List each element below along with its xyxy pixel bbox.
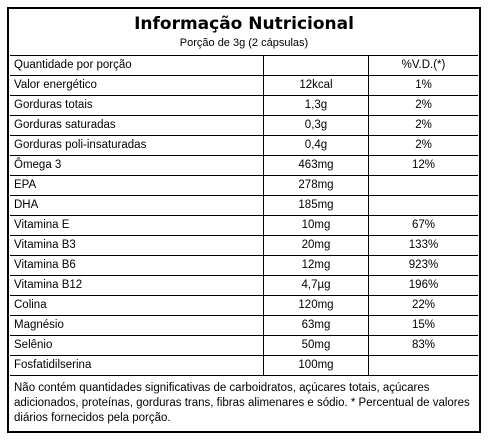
table-row: Ômega 3 463mg 12% <box>10 155 478 176</box>
header-quantity: Quantidade por porção <box>10 55 264 76</box>
table-row: Fosfatidilserina 100mg <box>10 355 478 376</box>
nutrient-name: Ômega 3 <box>10 155 264 176</box>
table-row: Gorduras saturadas 0,3g 2% <box>10 115 478 136</box>
serving-size: Porção de 3g (2 cápsulas) <box>179 37 309 49</box>
nutrient-daily-value <box>368 175 478 196</box>
header-daily-value: %V.D.(*) <box>368 55 478 76</box>
nutrient-daily-value: 2% <box>368 95 478 116</box>
nutrient-amount: 63mg <box>263 315 369 336</box>
nutrient-daily-value: 2% <box>368 115 478 136</box>
nutrient-name: Vitamina E <box>10 215 264 236</box>
nutrient-daily-value: 2% <box>368 135 478 156</box>
nutrient-name: Fosfatidilserina <box>10 355 264 376</box>
table-row: Vitamina E 10mg 67% <box>10 215 478 236</box>
nutrient-amount: 120mg <box>263 295 369 316</box>
nutrition-table: Quantidade por porção %V.D.(*) Valor ene… <box>10 55 478 376</box>
nutrient-amount: 12mg <box>263 255 369 276</box>
label-title: Informação Nutricional <box>134 14 354 34</box>
nutrient-amount: 20mg <box>263 235 369 256</box>
nutrient-amount: 10mg <box>263 215 369 236</box>
table-row: Magnésio 63mg 15% <box>10 315 478 336</box>
table-row: Vitamina B6 12mg 923% <box>10 255 478 276</box>
nutrient-amount: 4,7µg <box>263 275 369 296</box>
nutrient-name: Gorduras saturadas <box>10 115 264 136</box>
nutrient-name: Vitamina B3 <box>10 235 264 256</box>
nutrient-amount: 0,3g <box>263 115 369 136</box>
nutrient-name: DHA <box>10 195 264 216</box>
nutrient-name: Magnésio <box>10 315 264 336</box>
nutrient-daily-value: 196% <box>368 275 478 296</box>
nutrient-amount: 100mg <box>263 355 369 376</box>
nutrient-name: Colina <box>10 295 264 316</box>
nutrient-daily-value <box>368 355 478 376</box>
table-row: Selênio 50mg 83% <box>10 335 478 356</box>
table-row: Vitamina B12 4,7µg 196% <box>10 275 478 296</box>
nutrient-name: Valor energético <box>10 75 264 96</box>
table-row: Colina 120mg 22% <box>10 295 478 316</box>
nutrient-amount: 12kcal <box>263 75 369 96</box>
header-amount <box>263 55 369 76</box>
nutrient-daily-value: 15% <box>368 315 478 336</box>
table-row: EPA 278mg <box>10 175 478 196</box>
nutrient-daily-value: 67% <box>368 215 478 236</box>
nutrient-name: Vitamina B6 <box>10 255 264 276</box>
nutrient-name: Selênio <box>10 335 264 356</box>
nutrition-label: Informação Nutricional Porção de 3g (2 c… <box>7 7 481 433</box>
nutrient-daily-value: 83% <box>368 335 478 356</box>
table-row: Valor energético 12kcal 1% <box>10 75 478 96</box>
nutrient-daily-value: 923% <box>368 255 478 276</box>
table-row: Gorduras totais 1,3g 2% <box>10 95 478 116</box>
nutrient-daily-value: 133% <box>368 235 478 256</box>
nutrient-amount: 463mg <box>263 155 369 176</box>
nutrient-amount: 0,4g <box>263 135 369 156</box>
nutrient-daily-value: 22% <box>368 295 478 316</box>
nutrient-amount: 278mg <box>263 175 369 196</box>
nutrient-name: Gorduras poli-insaturadas <box>10 135 264 156</box>
table-header-row: Quantidade por porção %V.D.(*) <box>10 55 478 76</box>
nutrient-amount: 50mg <box>263 335 369 356</box>
footnote-text: Não contém quantidades significativas de… <box>14 382 470 424</box>
nutrient-name: Gorduras totais <box>10 95 264 116</box>
table-row: Gorduras poli-insaturadas 0,4g 2% <box>10 135 478 156</box>
nutrient-daily-value: 12% <box>368 155 478 176</box>
table-row: DHA 185mg <box>10 195 478 216</box>
nutrient-name: Vitamina B12 <box>10 275 264 296</box>
nutrient-daily-value: 1% <box>368 75 478 96</box>
table-row: Vitamina B3 20mg 133% <box>10 235 478 256</box>
nutrient-name: EPA <box>10 175 264 196</box>
nutrient-daily-value <box>368 195 478 216</box>
nutrient-amount: 185mg <box>263 195 369 216</box>
nutrient-amount: 1,3g <box>263 95 369 116</box>
